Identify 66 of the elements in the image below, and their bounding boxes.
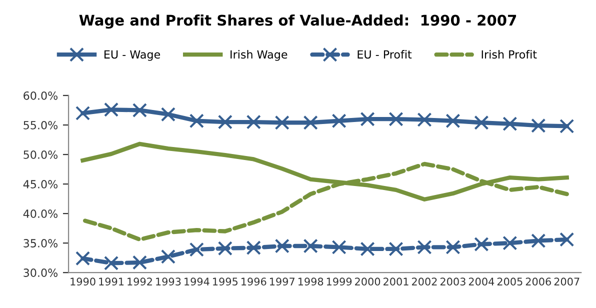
point: [332, 114, 346, 128]
x-tick-label: 2000: [355, 278, 380, 286]
point: [160, 107, 176, 122]
x-tick-label: 1991: [99, 278, 124, 286]
point: [417, 112, 432, 127]
point: [474, 236, 489, 252]
point: [560, 232, 574, 247]
x-tick-label: 1992: [128, 278, 152, 286]
y-tick-label: 60.0%: [24, 91, 58, 100]
point: [274, 115, 290, 130]
x-tick-label: 1996: [242, 278, 266, 286]
legend-label: Irish Wage: [230, 50, 288, 61]
point: [502, 116, 518, 132]
point: [303, 115, 318, 130]
chart-title: Wage and Profit Shares of Value-Added: 1990 - 2007: [79, 14, 516, 29]
x-tick-label: 1990: [70, 278, 96, 286]
point: [75, 251, 90, 266]
point: [104, 102, 119, 117]
legend-label: EU - Profit: [358, 50, 412, 59]
point: [474, 115, 489, 130]
y-tick-label: 35.0%: [24, 239, 58, 248]
x-tick-label: 1994: [184, 278, 210, 286]
x-tick-label: 1993: [156, 278, 181, 286]
x-tick-label: 2002: [412, 278, 437, 286]
point: [218, 241, 232, 256]
point: [218, 114, 232, 130]
x-tick-label: 1995: [213, 278, 238, 286]
point: [274, 238, 290, 254]
x-tick-label: 1999: [326, 278, 352, 286]
x-tick-label: 2007: [554, 278, 580, 286]
point: [246, 114, 261, 130]
point: [104, 256, 119, 270]
y-tick-label: 40.0%: [23, 210, 58, 218]
y-tick-label: 55.0%: [24, 120, 58, 130]
point: [132, 255, 148, 270]
point: [303, 238, 318, 254]
x-tick-label: 2001: [384, 278, 408, 286]
point: [160, 249, 176, 264]
point: [446, 240, 460, 254]
x-tick-label: 2004: [468, 278, 494, 286]
point: [531, 233, 546, 248]
point: [332, 240, 346, 254]
legend-label: EU - Wage: [104, 50, 160, 61]
point: [75, 106, 90, 120]
point: [388, 112, 404, 126]
point: [360, 242, 375, 256]
point: [132, 102, 148, 118]
y-tick-label: 45.0%: [23, 180, 58, 188]
point: [246, 240, 261, 256]
y-tick-label: 30.0%: [24, 268, 58, 277]
y-tick-label: 50.0%: [24, 150, 58, 159]
point: [502, 236, 518, 250]
x-tick-label: 1997: [270, 278, 294, 286]
point: [189, 242, 204, 257]
point: [531, 118, 546, 133]
point: [360, 112, 375, 126]
x-tick-label: 2006: [526, 278, 551, 286]
point: [446, 114, 460, 128]
point: [417, 240, 432, 254]
x-tick-label: 1998: [298, 278, 324, 286]
point: [189, 114, 204, 128]
legend-label: Irish Profit: [482, 50, 537, 59]
point: [560, 118, 574, 134]
point: [388, 242, 404, 256]
x-tick-label: 2003: [440, 278, 466, 286]
x-tick-label: 2005: [497, 278, 522, 286]
